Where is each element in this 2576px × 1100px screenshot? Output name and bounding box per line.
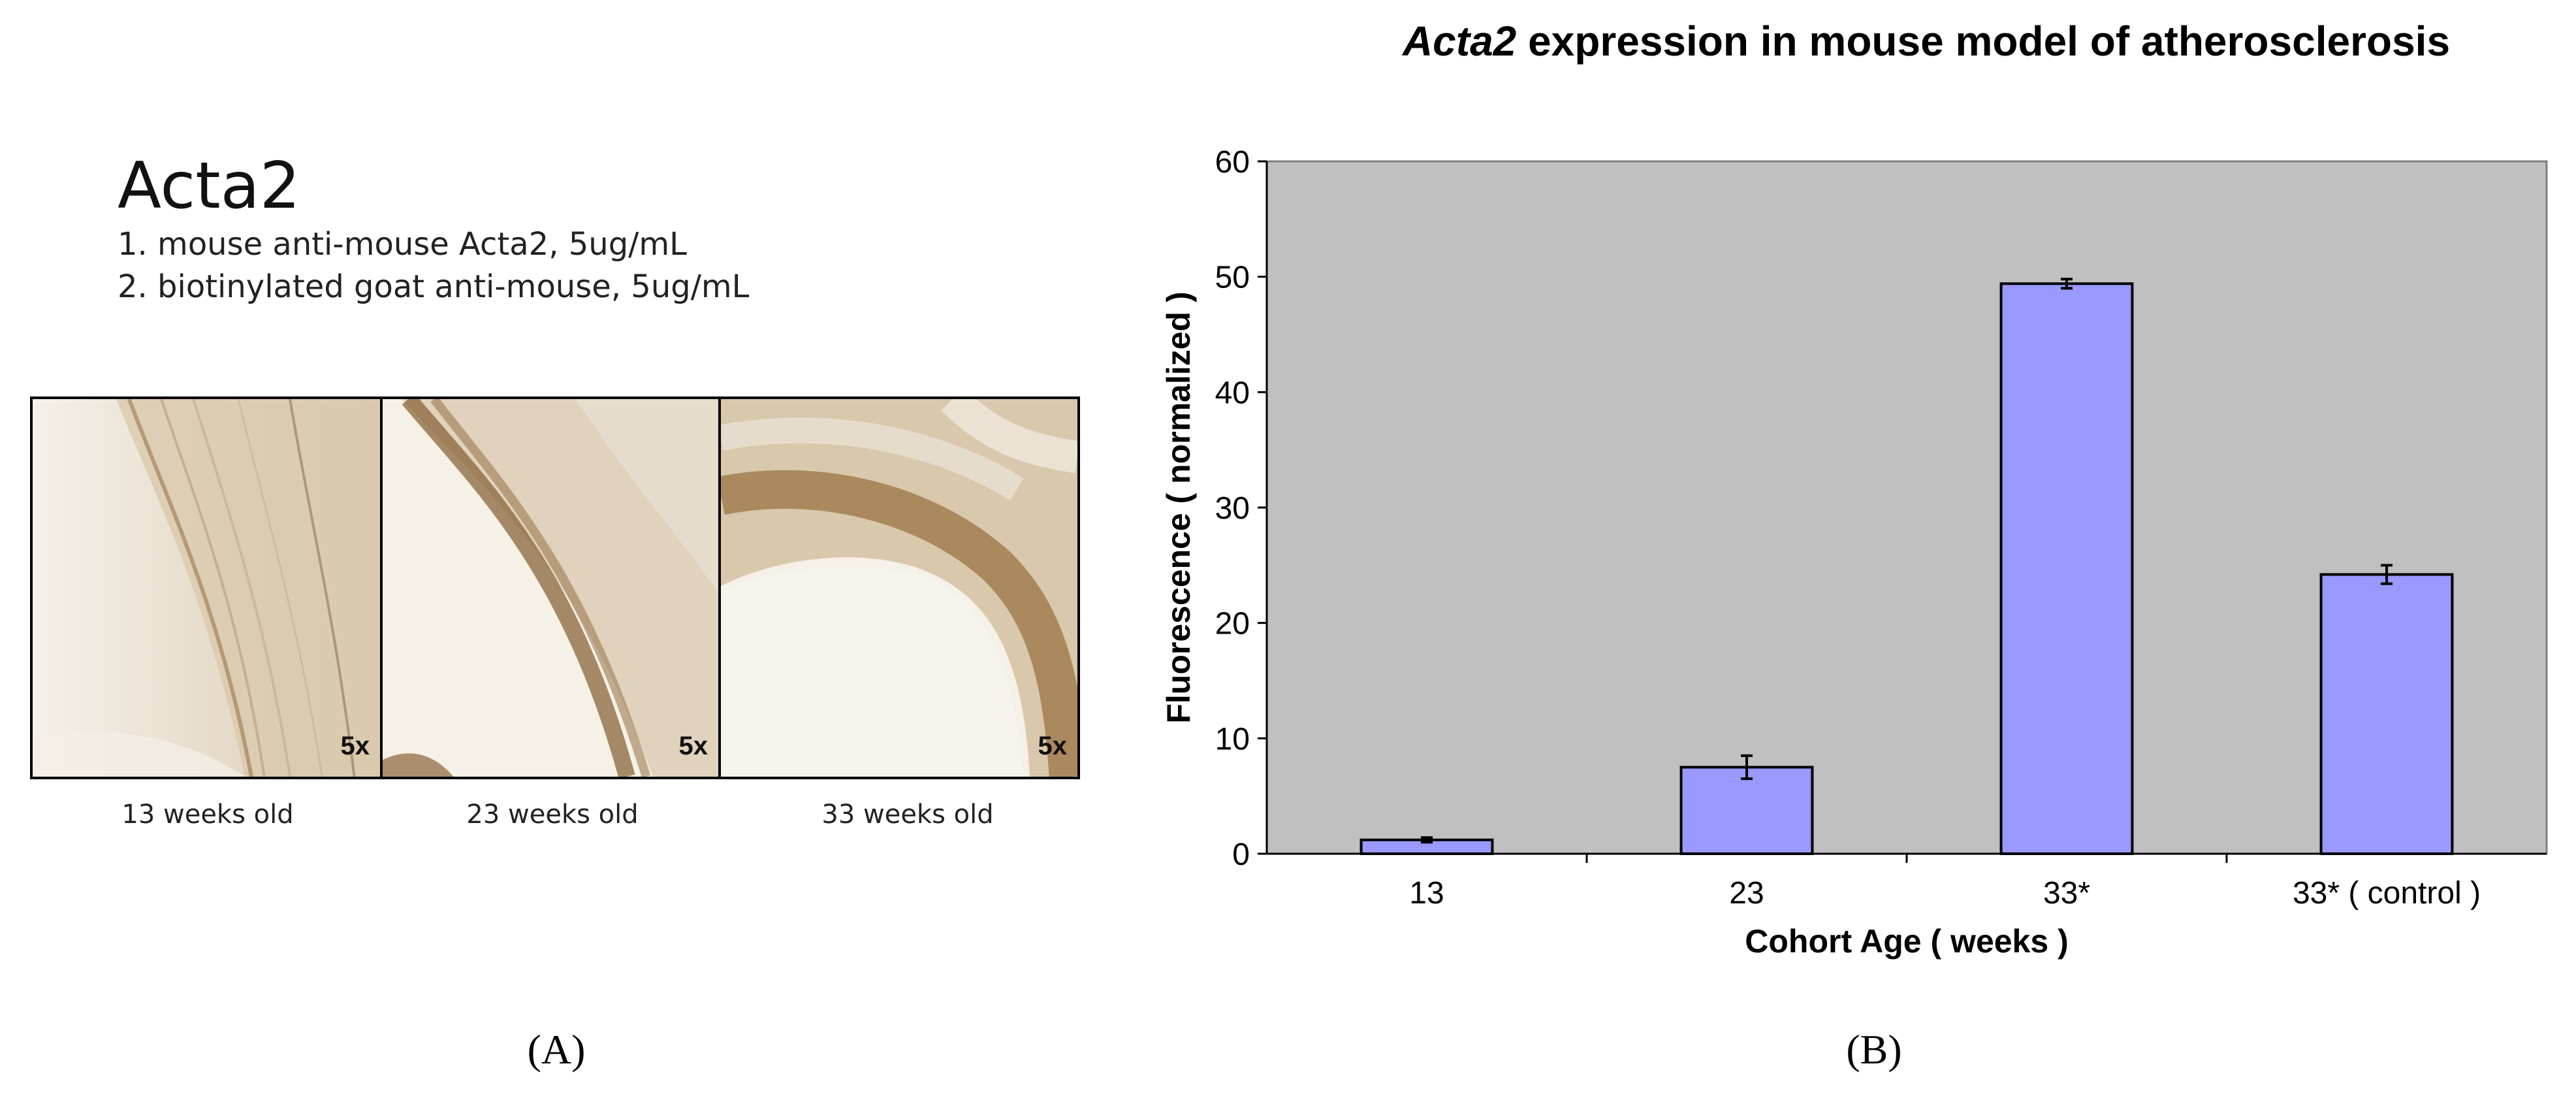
- error-bar-3: [2061, 278, 2073, 290]
- caption-33-weeks: 33 weeks old: [821, 800, 994, 830]
- magnification-label: 5x: [340, 732, 370, 760]
- y-tick-label: 40: [1215, 376, 1250, 410]
- y-tick-label: 10: [1215, 722, 1250, 756]
- y-tick-label: 20: [1215, 607, 1250, 641]
- error-bar-4: [2381, 564, 2393, 585]
- bar-chart: Acta2 expression in mouse model of ather…: [1160, 18, 2548, 960]
- chart-title: Acta2 expression in mouse model of ather…: [1401, 18, 2450, 65]
- y-tick-label: 30: [1215, 491, 1250, 526]
- caption-13-weeks: 13 weeks old: [121, 800, 294, 830]
- error-bar-1: [1421, 836, 1433, 844]
- magnification-label: 5x: [1038, 732, 1068, 760]
- x-tick-label: 13: [1409, 876, 1444, 911]
- x-tick-label: 33*: [2043, 876, 2090, 911]
- panel-label-b: (B): [1846, 1026, 1902, 1073]
- bar-3: [1999, 282, 2134, 855]
- chart-title-rest: expression in mouse model of atheroscler…: [1516, 18, 2450, 65]
- magnification-label: 5x: [678, 732, 708, 760]
- tissue-image-23: [383, 399, 718, 777]
- bar-2: [1679, 766, 1814, 855]
- panel-label-a: (A): [527, 1026, 586, 1073]
- protocol-step-1: 1. mouse anti-mouse Acta2, 5ug/mL: [118, 226, 687, 263]
- tissue-image-33: [721, 399, 1077, 777]
- x-tick-label: 23: [1729, 876, 1764, 911]
- panel-a-title: Acta2: [118, 149, 301, 223]
- bar-4: [2319, 573, 2454, 855]
- y-tick-label: 60: [1215, 145, 1250, 180]
- error-bar-2: [1741, 754, 1753, 781]
- protocol-step-2: 2. biotinylated goat anti-mouse, 5ug/mL: [118, 268, 750, 305]
- x-axis-label: Cohort Age ( weeks ): [1745, 923, 2068, 960]
- y-tick-label: 50: [1215, 261, 1250, 295]
- micrograph-13-weeks: 5x: [30, 396, 383, 779]
- x-tick-label: 33* ( control ): [2293, 876, 2481, 911]
- caption-23-weeks: 23 weeks old: [466, 800, 639, 830]
- y-tick-label: 0: [1232, 837, 1250, 872]
- y-axis-label: Fluorescence ( normalized ): [1160, 291, 1197, 723]
- tissue-image-13: [33, 399, 380, 777]
- micrograph-33-weeks: 5x: [718, 396, 1080, 779]
- micrograph-23-weeks: 5x: [380, 396, 721, 779]
- chart-title-italic: Acta2: [1401, 18, 1516, 65]
